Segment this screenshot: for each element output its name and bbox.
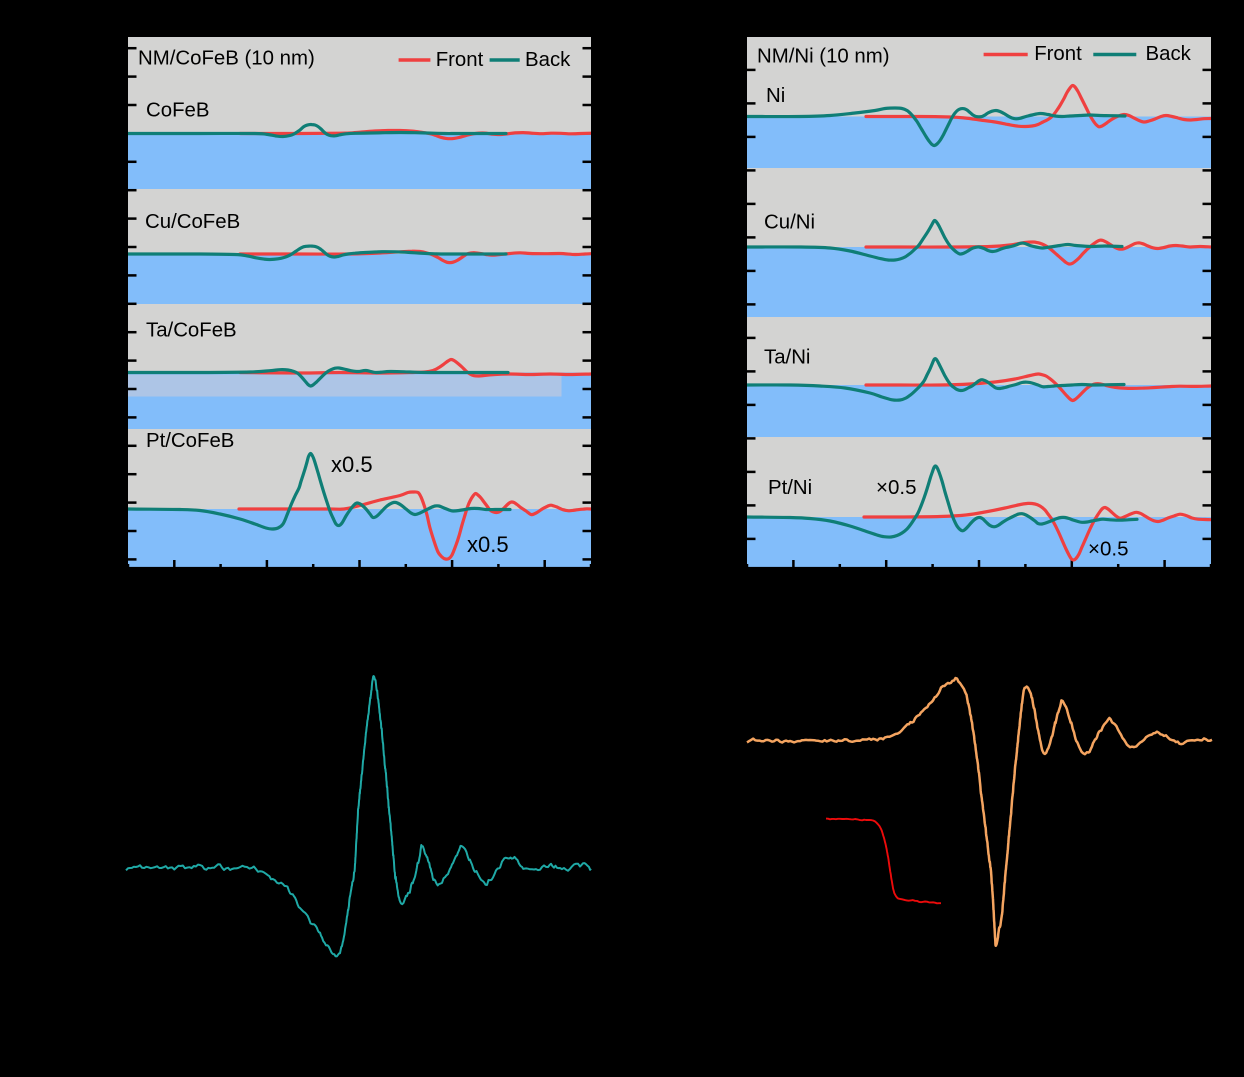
svg-text:NM/Ni (10 nm): NM/Ni (10 nm) [757,46,890,68]
svg-text:Back: Back [1146,43,1192,65]
svg-text:Ta/CoFeB: Ta/CoFeB [146,320,237,342]
svg-text:Pt/CoFeB: Pt/CoFeB [146,430,234,452]
svg-text:×0.5: ×0.5 [876,476,916,499]
svg-text:Front: Front [436,49,484,71]
svg-text:Back: Back [525,49,571,71]
svg-text:x0.5: x0.5 [331,452,373,477]
svg-text:Cu/Ni: Cu/Ni [764,212,815,234]
svg-text:Cu/CoFeB: Cu/CoFeB [145,211,240,233]
svg-text:Pt/Ni: Pt/Ni [768,477,812,499]
svg-text:NM/CoFeB (10 nm): NM/CoFeB (10 nm) [138,48,315,70]
svg-text:x0.5: x0.5 [467,532,509,557]
svg-text:Ta/Ni: Ta/Ni [764,347,810,369]
svg-text:Ni: Ni [766,85,785,107]
svg-text:×0.5: ×0.5 [1088,538,1128,561]
svg-text:CoFeB: CoFeB [146,100,209,122]
svg-text:Front: Front [1034,43,1082,65]
